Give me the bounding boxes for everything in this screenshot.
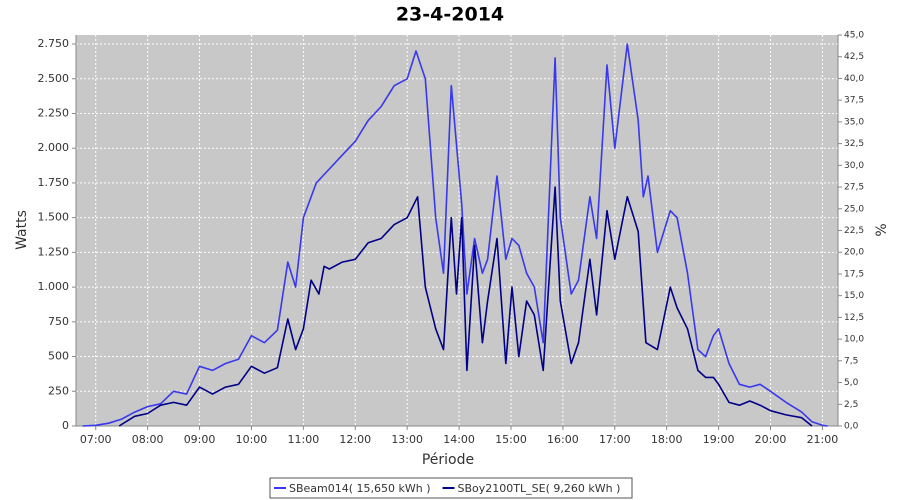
x-tick-label: 21:00 [807,433,839,446]
y2-tick-label: 32,5 [844,139,864,149]
x-tick-label: 17:00 [599,433,631,446]
y2-tick-label: 2,5 [844,400,858,410]
y-tick-label: 2.750 [38,37,70,50]
y2-tick-label: 27,5 [844,183,864,193]
y2-tick-label: 12,5 [844,313,864,323]
y2-tick-label: 22,5 [844,226,864,236]
y2-tick-label: 30,0 [844,161,864,171]
x-tick-label: 20:00 [755,433,787,446]
y-tick-label: 1.250 [38,245,70,258]
y2-tick-label: 17,5 [844,269,864,279]
x-tick-label: 10:00 [236,433,268,446]
y2-tick-label: 42,5 [844,52,864,62]
y2-axis-label: % [874,223,890,236]
y-tick-label: 1.750 [38,176,70,189]
x-tick-label: 15:00 [495,433,527,446]
x-tick-label: 16:00 [547,433,579,446]
x-tick-label: 09:00 [184,433,216,446]
y2-tick-label: 5,0 [844,378,859,388]
legend-label: SBoy2100TL_SE( 9,260 kWh ) [458,482,621,495]
x-tick-label: 12:00 [339,433,371,446]
x-tick-label: 11:00 [288,433,320,446]
y-tick-label: 2.500 [38,72,70,85]
x-tick-label: 14:00 [443,433,475,446]
y2-tick-label: 40,0 [844,74,864,84]
chart-title: 23-4-2014 [396,4,504,26]
y2-tick-label: 37,5 [844,96,864,106]
y-tick-label: 250 [48,384,69,397]
y-tick-label: 1.000 [38,280,70,293]
y2-tick-label: 20,0 [844,248,864,258]
y2-tick-label: 35,0 [844,117,864,127]
x-tick-label: 18:00 [651,433,683,446]
y-tick-label: 1.500 [38,211,70,224]
x-tick-label: 19:00 [703,433,735,446]
x-tick-label: 08:00 [132,433,164,446]
y-tick-label: 500 [48,350,69,363]
y2-tick-label: 0,0 [844,422,859,432]
legend-label: SBeam014( 15,650 kWh ) [289,482,431,495]
y2-tick-label: 15,0 [844,291,864,301]
series-line [118,186,813,427]
x-axis-label: Période [422,452,474,468]
x-tick-label: 07:00 [80,433,112,446]
y2-tick-label: 25,0 [844,204,864,214]
y2-tick-label: 45,0 [844,31,864,41]
y-tick-label: 0 [62,419,69,432]
plot-area [76,35,838,426]
y-axis-label: Watts [14,210,30,250]
y2-tick-label: 10,0 [844,335,864,345]
y-tick-label: 2.000 [38,141,70,154]
y-tick-label: 750 [48,315,69,328]
series-line [82,43,828,427]
y-tick-label: 2.250 [38,106,70,119]
y2-tick-label: 7,5 [844,356,858,366]
x-tick-label: 13:00 [391,433,423,446]
